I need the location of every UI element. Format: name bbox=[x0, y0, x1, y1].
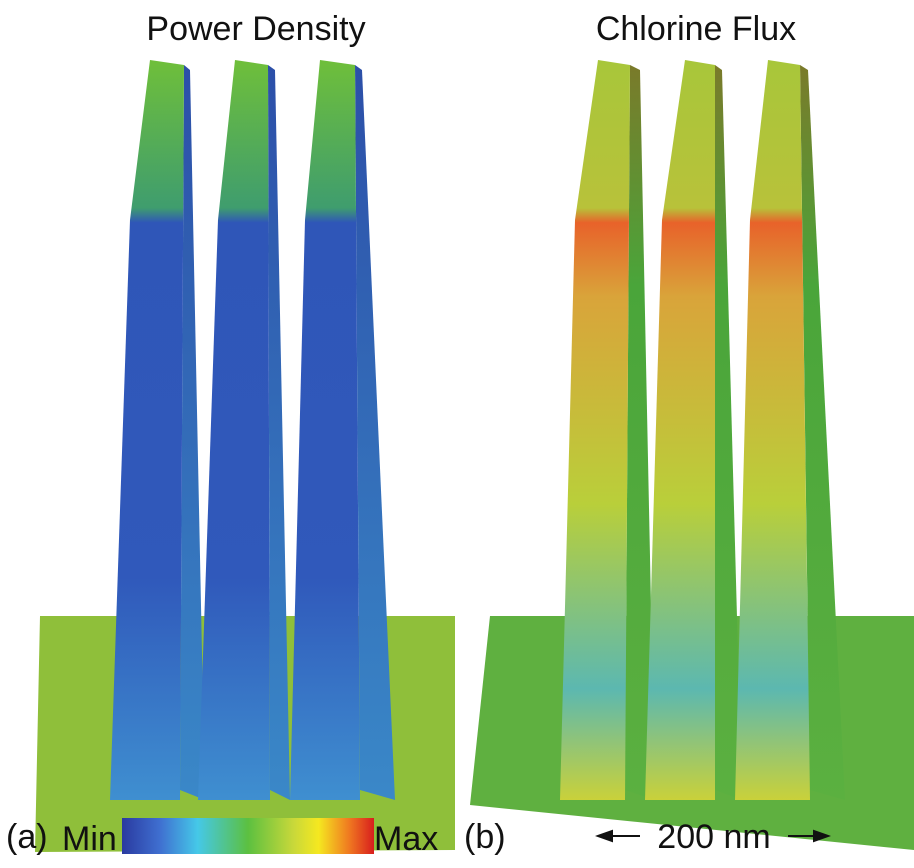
colorbar-gradient bbox=[122, 818, 374, 854]
panel-label: (a) bbox=[6, 818, 48, 856]
colorbar-min: Min bbox=[62, 820, 117, 858]
scale-label: 200 nm bbox=[657, 818, 770, 856]
fin bbox=[735, 60, 810, 800]
fin bbox=[645, 60, 715, 800]
panel-a: Power Density (a) bbox=[6, 10, 455, 856]
scale-bar: 200 nm bbox=[595, 818, 831, 856]
fin-side bbox=[625, 65, 655, 800]
fin-side bbox=[715, 65, 742, 800]
fin-side bbox=[355, 65, 395, 800]
panel-b: Chlorine Flux (b) bbox=[464, 10, 914, 856]
fin bbox=[110, 60, 184, 800]
colorbar: Min Max bbox=[62, 818, 438, 858]
arrowhead bbox=[595, 829, 613, 843]
fin-side bbox=[180, 65, 205, 800]
panel-label: (b) bbox=[464, 818, 506, 856]
panel-title: Chlorine Flux bbox=[596, 10, 796, 48]
fin-side bbox=[268, 65, 290, 800]
colorbar-max: Max bbox=[374, 820, 438, 858]
panel-title: Power Density bbox=[146, 10, 365, 48]
fin bbox=[290, 60, 360, 800]
fin bbox=[198, 60, 270, 800]
fin bbox=[560, 60, 630, 800]
fin-side bbox=[800, 65, 845, 800]
arrowhead bbox=[813, 829, 831, 843]
